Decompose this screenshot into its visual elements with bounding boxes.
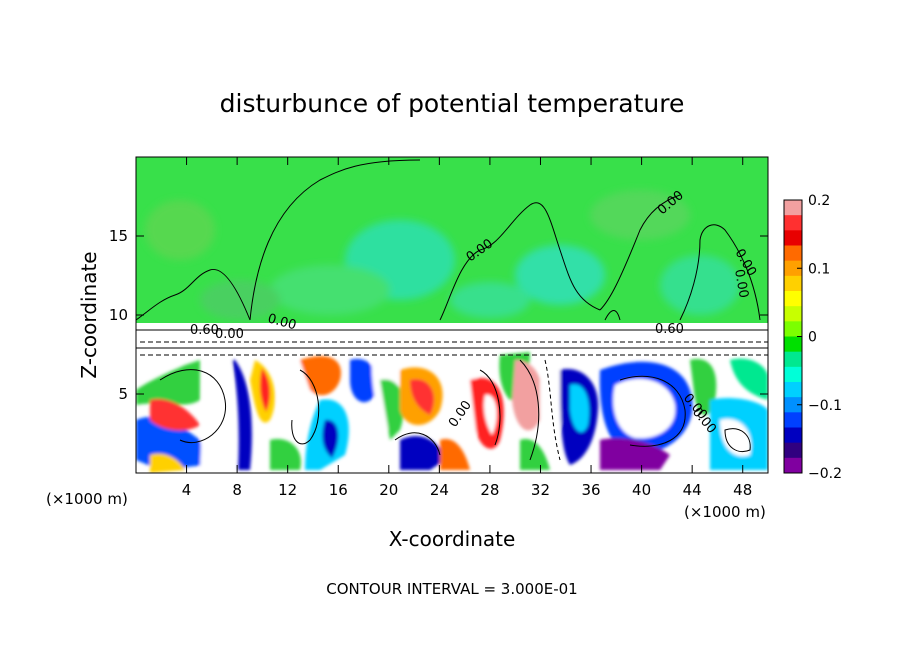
colorbar-swatch	[784, 366, 802, 383]
colorbar-swatch	[784, 457, 802, 474]
x-tick-label: 40	[632, 481, 651, 499]
colorbar-swatch	[784, 382, 802, 398]
y-axis: 5 10 15	[109, 227, 768, 403]
x-axis-label: X-coordinate	[389, 527, 516, 551]
chart-title: disturbunce of potential temperature	[220, 89, 685, 118]
y-tick-label: 10	[109, 306, 128, 324]
y-tick-label: 5	[118, 385, 128, 403]
contour-interval-note: CONTOUR INTERVAL = 3.000E-01	[326, 580, 577, 598]
x-tick-label: 48	[733, 481, 752, 499]
colorbar-swatch	[784, 442, 802, 459]
contour-lines	[136, 159, 768, 461]
contour-label: 0.60	[655, 322, 684, 337]
x-tick-label: 32	[531, 481, 550, 499]
colorbar-swatch	[784, 351, 802, 368]
contour-label: 0.00	[731, 268, 751, 299]
colorbar-swatch	[784, 230, 802, 246]
x-axis: 4 8 12 16 20 24 28 32 36 40 44 48	[182, 157, 752, 499]
x-tick-label: 24	[430, 481, 449, 499]
colorbar: 0.2 0.1 0 −0.1 −0.2	[783, 193, 842, 482]
x-tick-label: 4	[182, 481, 192, 499]
upper-layer-patches	[145, 190, 740, 320]
colorbar-swatch	[784, 215, 802, 231]
colorbar-tick-label: −0.1	[808, 398, 842, 414]
x-tick-label: 16	[329, 481, 348, 499]
contour-label: 0.00	[266, 311, 298, 333]
y-axis-label: Z-coordinate	[77, 251, 101, 378]
x-tick-label: 44	[683, 481, 702, 499]
z-unit-label: (×1000 m)	[46, 490, 128, 508]
contour-label: 0.60	[190, 323, 219, 338]
x-tick-label: 36	[581, 481, 600, 499]
colorbar-swatch	[784, 336, 802, 353]
colorbar-swatch	[784, 260, 802, 277]
x-unit-label: (×1000 m)	[684, 503, 766, 521]
x-tick-label: 8	[232, 481, 242, 499]
colorbar-swatch	[784, 397, 802, 413]
colorbar-swatch	[784, 245, 802, 262]
colorbar-swatch	[784, 275, 802, 292]
colorbar-tick-label: −0.2	[808, 466, 842, 482]
colorbar-swatch	[784, 427, 802, 444]
colorbar-tick-label: 0.1	[808, 261, 830, 277]
contour-label: 0.00	[215, 327, 244, 342]
colorbar-tick-label: 0.2	[808, 193, 830, 209]
x-tick-label: 12	[278, 481, 297, 499]
colorbar-swatch	[784, 200, 802, 216]
x-tick-label: 20	[379, 481, 398, 499]
colorbar-swatch	[784, 321, 802, 337]
lower-layer-blobs	[136, 352, 768, 473]
plot-area: 0.00 0.00 0.00 0.00 0.00 0.00 0.00 0.60 …	[136, 157, 768, 473]
colorbar-swatch	[784, 306, 802, 322]
colorbar-tick-label: 0	[808, 330, 817, 346]
colorbar-swatch	[784, 291, 802, 307]
inversion-band	[136, 323, 768, 350]
colorbar-swatch	[784, 412, 802, 428]
x-tick-label: 28	[480, 481, 499, 499]
y-tick-label: 15	[109, 227, 128, 245]
